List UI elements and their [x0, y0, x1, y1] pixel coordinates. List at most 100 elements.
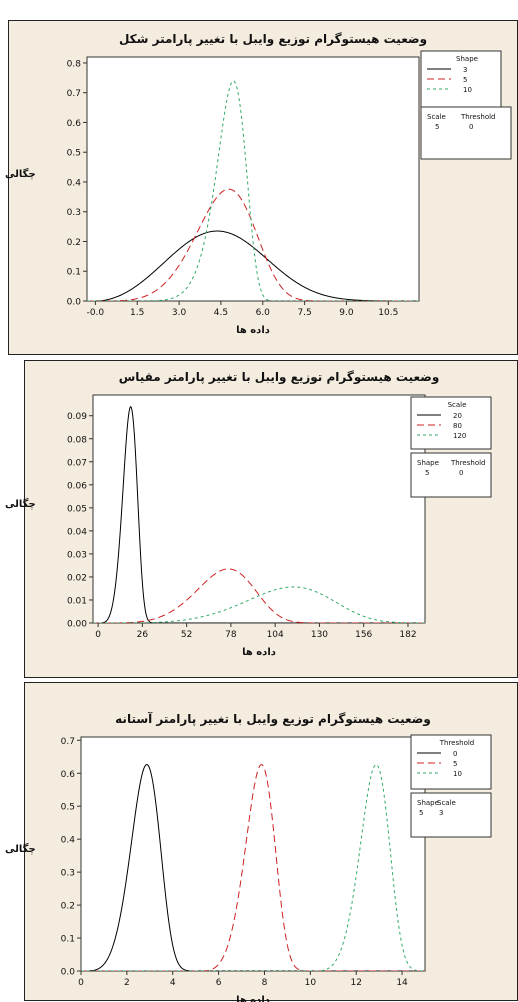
chart-title: وضعیت هیستوگرام توزیع وایبل با تغییر پار… [115, 711, 431, 727]
y-tick-label: 0.04 [67, 527, 87, 537]
fixed-params-box [410, 792, 492, 838]
y-tick-label: 0.2 [61, 902, 75, 912]
y-tick-label: 0.5 [67, 149, 81, 159]
series-line-5 [81, 764, 425, 971]
fixed-param-header: Shape [417, 799, 439, 807]
y-tick-label: 0.7 [67, 89, 81, 99]
y-tick-label: 0.00 [67, 620, 87, 630]
y-tick-label: 0.01 [67, 596, 87, 606]
x-tick-label: 14 [396, 978, 408, 988]
x-axis-label: داده ها [242, 647, 276, 658]
y-tick-label: 0.06 [67, 481, 87, 491]
y-tick-label: 0.8 [67, 59, 82, 69]
chart-panel-scale: وضعیت هیستوگرام توزیع وایبل با تغییر پار… [5, 360, 518, 678]
legend-entry: 80 [453, 422, 462, 430]
x-tick-label: 4 [170, 978, 176, 988]
x-tick-label: 52 [181, 630, 192, 640]
fixed-param-value: 3 [439, 809, 443, 817]
legend-title: Threshold [439, 739, 475, 747]
y-tick-label: 0.05 [67, 504, 87, 514]
fixed-param-value: 0 [459, 469, 463, 477]
y-tick-label: 0.4 [61, 836, 76, 846]
x-tick-label: 1.5 [130, 308, 144, 318]
series-line-120 [93, 586, 425, 623]
x-tick-label: 9.0 [339, 308, 354, 318]
legend-entry: 10 [463, 86, 472, 94]
x-axis-label: داده ها [236, 325, 270, 336]
legend-title: Scale [448, 401, 467, 409]
fixed-param-value: 5 [425, 469, 429, 477]
x-tick-label: 8 [262, 978, 268, 988]
series-line-3 [87, 230, 419, 301]
legend-entry: 5 [463, 76, 467, 84]
y-tick-label: 0.6 [67, 119, 82, 129]
series-line-5 [87, 188, 419, 301]
legend-box [410, 396, 492, 450]
legend-title: Shape [456, 55, 478, 63]
x-tick-label: 12 [350, 978, 361, 988]
x-tick-label: 6.0 [256, 308, 271, 318]
chart-panel-threshold: وضعیت هیستوگرام توزیع وایبل با تغییر پار… [5, 682, 518, 1002]
chart-svg-scale: وضعیت هیستوگرام توزیع وایبل با تغییر پار… [5, 370, 492, 658]
y-tick-label: 0.09 [67, 412, 87, 422]
legend-entry: 0 [453, 750, 457, 758]
x-tick-label: 26 [137, 630, 149, 640]
legend-box [410, 734, 492, 790]
y-tick-label: 0.5 [61, 803, 75, 813]
x-tick-label: 7.5 [297, 308, 311, 318]
legend-entry: 5 [453, 760, 457, 768]
y-tick-label: 0.4 [67, 178, 82, 188]
y-tick-label: 0.7 [61, 737, 75, 747]
legend-entry: 20 [453, 412, 462, 420]
y-tick-label: 0.02 [67, 573, 87, 583]
x-tick-label: 182 [399, 630, 416, 640]
plot-area [80, 736, 426, 972]
x-tick-label: 4.5 [214, 308, 228, 318]
fixed-param-value: 5 [435, 123, 439, 131]
chart-svg-shape: وضعیت هیستوگرام توزیع وایبل با تغییر پار… [5, 32, 512, 336]
plot-area [86, 56, 420, 302]
series-line-0 [81, 764, 425, 971]
y-tick-label: 0.6 [61, 770, 76, 780]
legend-entry: 10 [453, 770, 462, 778]
x-tick-label: 2 [124, 978, 130, 988]
fixed-param-header: Scale [437, 799, 456, 807]
series-line-10 [87, 80, 419, 301]
y-axis-label: چگالی [5, 842, 36, 855]
y-tick-label: 0.07 [67, 458, 87, 468]
y-axis-label: چگالی [5, 497, 36, 510]
chart-svg-threshold: وضعیت هیستوگرام توزیع وایبل با تغییر پار… [5, 711, 492, 1002]
x-tick-label: 6 [216, 978, 222, 988]
x-tick-label: 0 [78, 978, 84, 988]
x-tick-label: 3.0 [172, 308, 187, 318]
fixed-param-header: Scale [427, 113, 446, 121]
legend-box [420, 50, 502, 112]
y-tick-label: 0.3 [67, 208, 81, 218]
y-tick-label: 0.3 [61, 869, 75, 879]
x-tick-label: 10 [305, 978, 317, 988]
fixed-param-header: Threshold [460, 113, 496, 121]
y-tick-label: 0.08 [67, 435, 87, 445]
x-tick-label: 156 [355, 630, 372, 640]
chart-panel-shape: وضعیت هیستوگرام توزیع وایبل با تغییر پار… [5, 20, 518, 355]
y-axis-label: چگالی [5, 167, 36, 180]
x-axis-label: داده ها [236, 995, 270, 1002]
chart-title: وضعیت هیستوگرام توزیع وایبل با تغییر پار… [119, 370, 440, 385]
fixed-params-box [410, 452, 492, 498]
fixed-params-box [420, 106, 512, 160]
y-tick-label: 0.1 [67, 268, 81, 278]
y-tick-label: 0.0 [67, 298, 82, 308]
x-tick-label: 0 [95, 630, 101, 640]
legend-entry: 3 [463, 66, 467, 74]
series-line-80 [93, 568, 425, 623]
x-tick-label: 130 [311, 630, 328, 640]
y-tick-label: 0.03 [67, 550, 87, 560]
y-tick-label: 0.2 [67, 238, 81, 248]
y-tick-label: 0.0 [61, 968, 76, 978]
fixed-param-header: Shape [417, 459, 439, 467]
y-tick-label: 0.1 [61, 935, 75, 945]
x-tick-label: 10.5 [378, 308, 398, 318]
fixed-param-value: 0 [469, 123, 473, 131]
fixed-param-value: 5 [419, 809, 423, 817]
legend-entry: 120 [453, 432, 466, 440]
